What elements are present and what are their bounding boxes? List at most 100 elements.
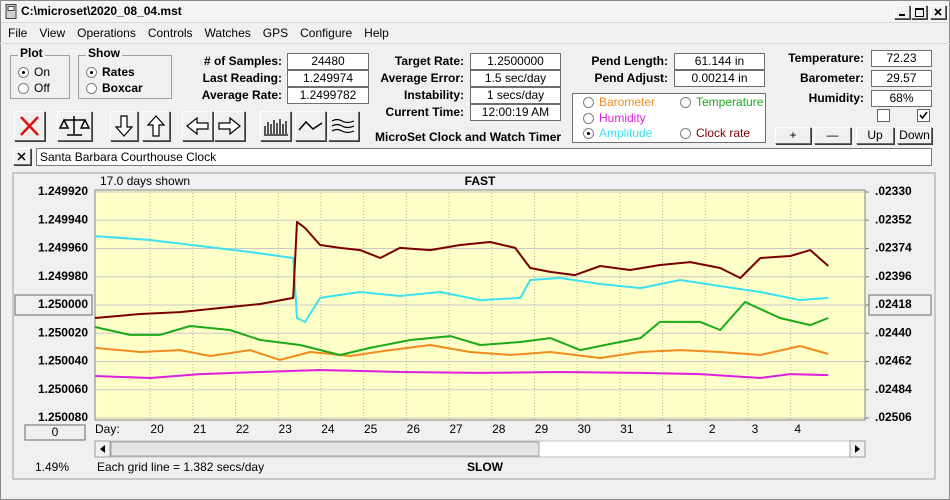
series-line (94, 344, 829, 361)
scroll-arrow-glyph (855, 445, 860, 453)
menu-item[interactable]: File (8, 26, 28, 40)
group-box (78, 55, 172, 99)
env-button[interactable]: Up (856, 127, 894, 144)
axis-button[interactable] (868, 294, 932, 316)
y2-tick-label: .02484 (875, 382, 912, 396)
checkbox[interactable] (917, 109, 930, 122)
radio-label[interactable]: Off (34, 81, 50, 95)
axis-button[interactable] (14, 294, 93, 316)
field-label: Pend Adjust: (594, 71, 668, 85)
group-title: Show (86, 46, 122, 60)
menu-item[interactable]: View (39, 26, 66, 40)
group-title: Plot (18, 46, 45, 60)
field-label: Barometer: (799, 71, 864, 85)
legend-label[interactable]: Amplitude (599, 126, 653, 140)
line-view-button[interactable] (295, 111, 326, 141)
chart-subtitle: 17.0 days shown (100, 174, 190, 188)
y-tick-label: 1.250020 (38, 325, 88, 339)
close-button[interactable] (930, 5, 946, 19)
menu-item[interactable]: Operations (77, 26, 136, 40)
x-tick-label: 4 (794, 422, 801, 436)
x-tick-label: 20 (150, 422, 164, 436)
scroll-arrow-glyph (100, 445, 105, 453)
radio-label[interactable]: Rates (102, 65, 135, 79)
maximize-button[interactable] (911, 5, 927, 19)
env-button[interactable]: Down (897, 127, 932, 144)
x-tick-label: 27 (449, 422, 463, 436)
menu-item[interactable]: Watches (204, 26, 251, 40)
clock-name-field[interactable]: Santa Barbara Courthouse Clock (36, 148, 932, 166)
menu-item[interactable]: Controls (147, 26, 193, 40)
clear-button[interactable] (14, 111, 45, 141)
multi-view-button[interactable] (328, 111, 359, 141)
app-icon (5, 4, 17, 19)
x-tick-label: 23 (279, 422, 293, 436)
offset-button-label[interactable]: 0 (52, 425, 59, 439)
field-value: 68% (871, 90, 932, 107)
y2-tick-label: .02462 (875, 354, 912, 368)
x-tick-label: 30 (577, 422, 591, 436)
x-tick-label: 28 (492, 422, 506, 436)
y-tick-label: 1.250080 (38, 410, 88, 424)
legend-label[interactable]: Clock rate (696, 126, 751, 140)
legend-radio[interactable] (583, 113, 594, 124)
field-label: Humidity: (808, 91, 864, 105)
field-value: 0.00214 in (674, 70, 765, 87)
field-value: 1.2499782 (287, 87, 369, 104)
y-tick-label: 1.250000 (38, 297, 88, 311)
minimize-button[interactable] (894, 5, 910, 19)
legend-label[interactable]: Temperature (696, 95, 764, 109)
env-button[interactable]: + (775, 127, 811, 144)
y-tick-label: 1.249940 (38, 212, 88, 226)
checkbox[interactable] (877, 109, 890, 122)
y-tick-label: 1.249980 (38, 269, 88, 283)
radio-label[interactable]: Boxcar (102, 81, 143, 95)
legend-label[interactable]: Humidity (599, 111, 646, 125)
offset-button[interactable] (24, 424, 86, 441)
legend-radio[interactable] (583, 128, 594, 139)
scroll-thumb[interactable] (110, 441, 540, 457)
down-button[interactable] (110, 111, 138, 141)
series-line (94, 301, 829, 356)
menu-separator (0, 43, 950, 44)
field-value: 61.144 in (674, 53, 765, 70)
menu-item[interactable]: Configure (300, 26, 353, 40)
field-value: 12:00:19 AM (470, 104, 561, 121)
menu-item[interactable]: Help (364, 26, 389, 40)
grid-note: Each grid line = 1.382 secs/day (97, 460, 264, 474)
radio-button[interactable] (86, 67, 97, 78)
window-title: C:\microset\2020_08_04.mst (21, 4, 182, 18)
chart-title: FAST (465, 174, 496, 188)
env-button[interactable]: — (814, 127, 851, 144)
y-tick-label: 1.249920 (38, 184, 88, 198)
percent-label: 1.49% (35, 460, 69, 474)
radio-label[interactable]: On (34, 65, 51, 79)
legend-radio[interactable] (680, 128, 691, 139)
legend-radio[interactable] (680, 97, 691, 108)
radio-button[interactable] (18, 83, 29, 94)
up-button[interactable] (142, 111, 170, 141)
radio-button[interactable] (86, 83, 97, 94)
y-tick-label: 1.250040 (38, 354, 88, 368)
y-tick-label: 1.250060 (38, 382, 88, 396)
right-button[interactable] (214, 111, 245, 141)
histogram-view-button[interactable] (260, 111, 291, 141)
chart: 17.0 days shown FAST 1.249920 1.249940 1.249… (12, 172, 936, 480)
bottom-label: SLOW (467, 460, 504, 474)
field-label: Target Rate: (394, 54, 464, 68)
menu-item[interactable]: GPS (262, 26, 289, 40)
x-tick-label: 3 (752, 422, 759, 436)
left-button[interactable] (182, 111, 213, 141)
y2-tick-label: .02352 (875, 212, 912, 226)
field-label: Last Reading: (202, 71, 282, 85)
menu-bar: File View Operations Controls Watches GPS Conf… (4, 24, 393, 42)
scale-button[interactable] (57, 111, 92, 141)
legend-radio[interactable] (583, 97, 594, 108)
radio-button[interactable] (18, 67, 29, 78)
field-label: Pend Length: (591, 54, 668, 68)
x-tick-label: 26 (407, 422, 421, 436)
legend-label[interactable]: Barometer (599, 95, 656, 109)
clear-name-button[interactable] (13, 148, 31, 165)
x-axis-label: Day: (95, 422, 120, 436)
